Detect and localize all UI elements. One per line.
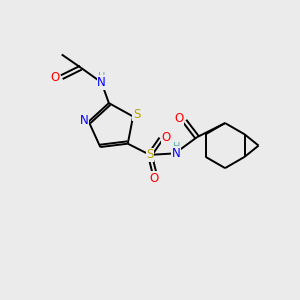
Text: H: H [173, 142, 180, 152]
Text: O: O [161, 131, 171, 144]
Text: O: O [174, 112, 183, 124]
Text: O: O [51, 71, 60, 84]
Text: H: H [98, 72, 105, 82]
Text: N: N [97, 76, 106, 89]
Text: S: S [146, 148, 154, 161]
Text: N: N [80, 114, 88, 127]
Text: N: N [172, 147, 181, 160]
Text: O: O [150, 172, 159, 185]
Text: S: S [133, 108, 140, 121]
